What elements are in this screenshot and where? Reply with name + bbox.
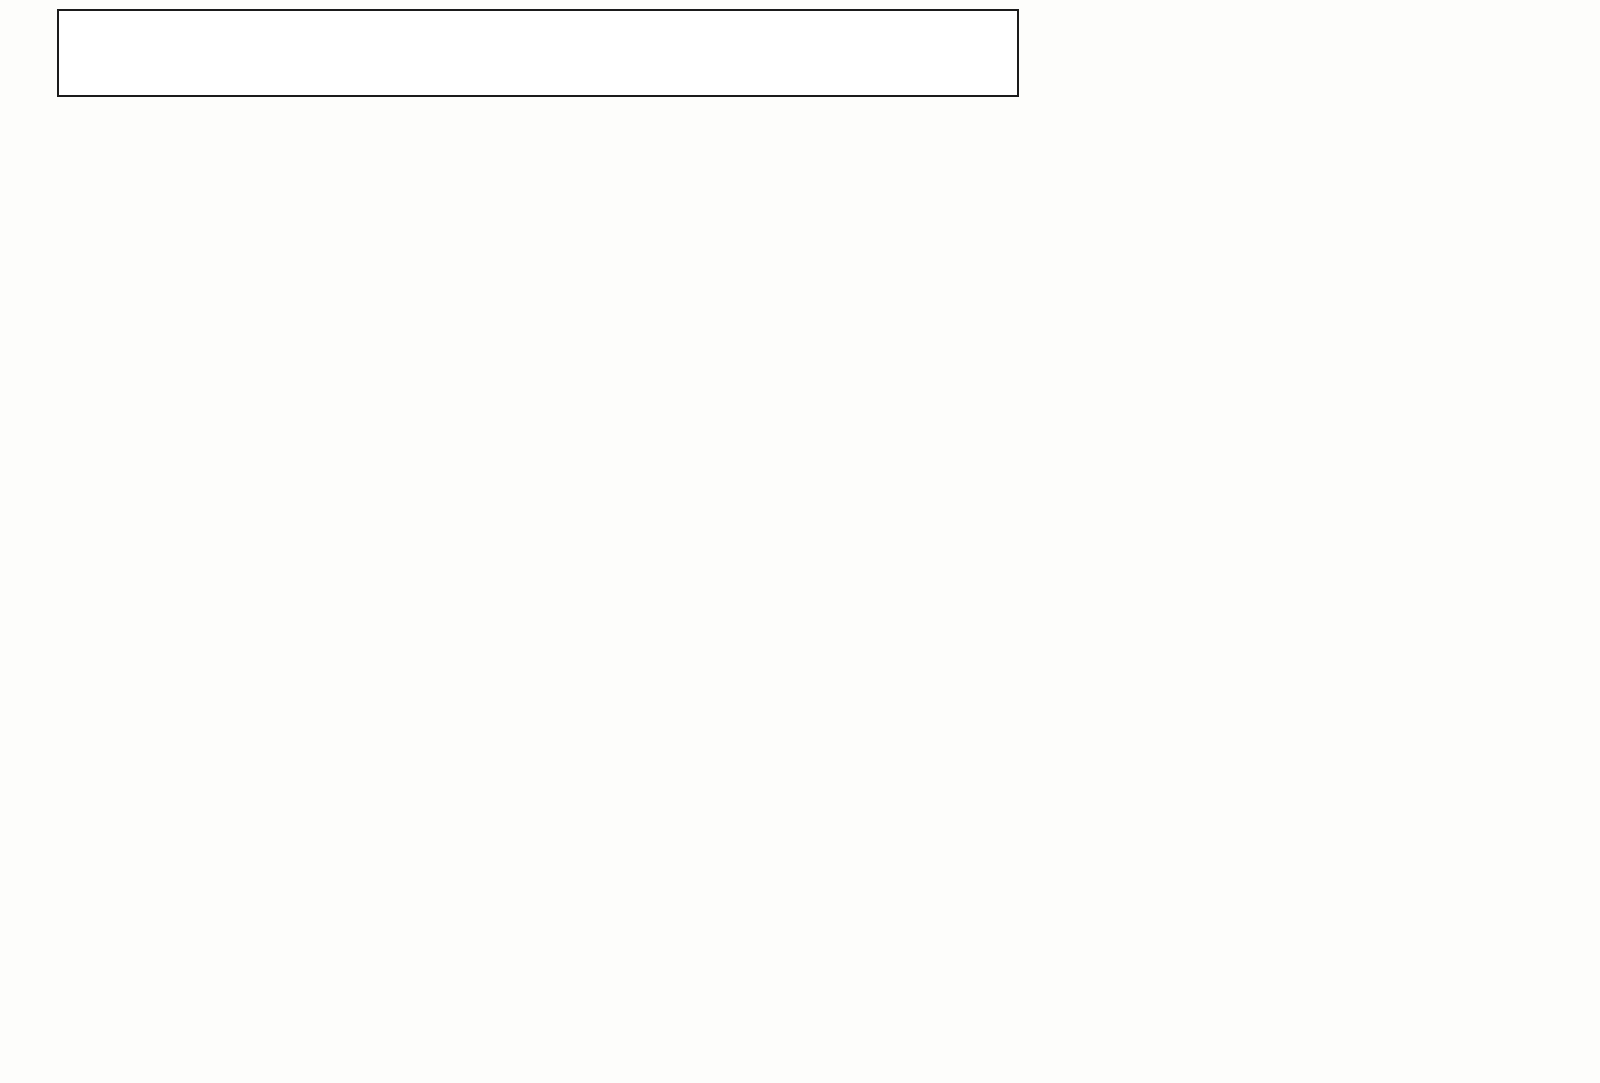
legend-row-production[interactable] bbox=[59, 14, 1017, 41]
legend-box bbox=[57, 9, 1019, 97]
legend-row-rig-count[interactable] bbox=[59, 41, 1017, 68]
rig-count-swatch-icon bbox=[72, 47, 87, 62]
production-swatch-icon bbox=[72, 20, 87, 35]
